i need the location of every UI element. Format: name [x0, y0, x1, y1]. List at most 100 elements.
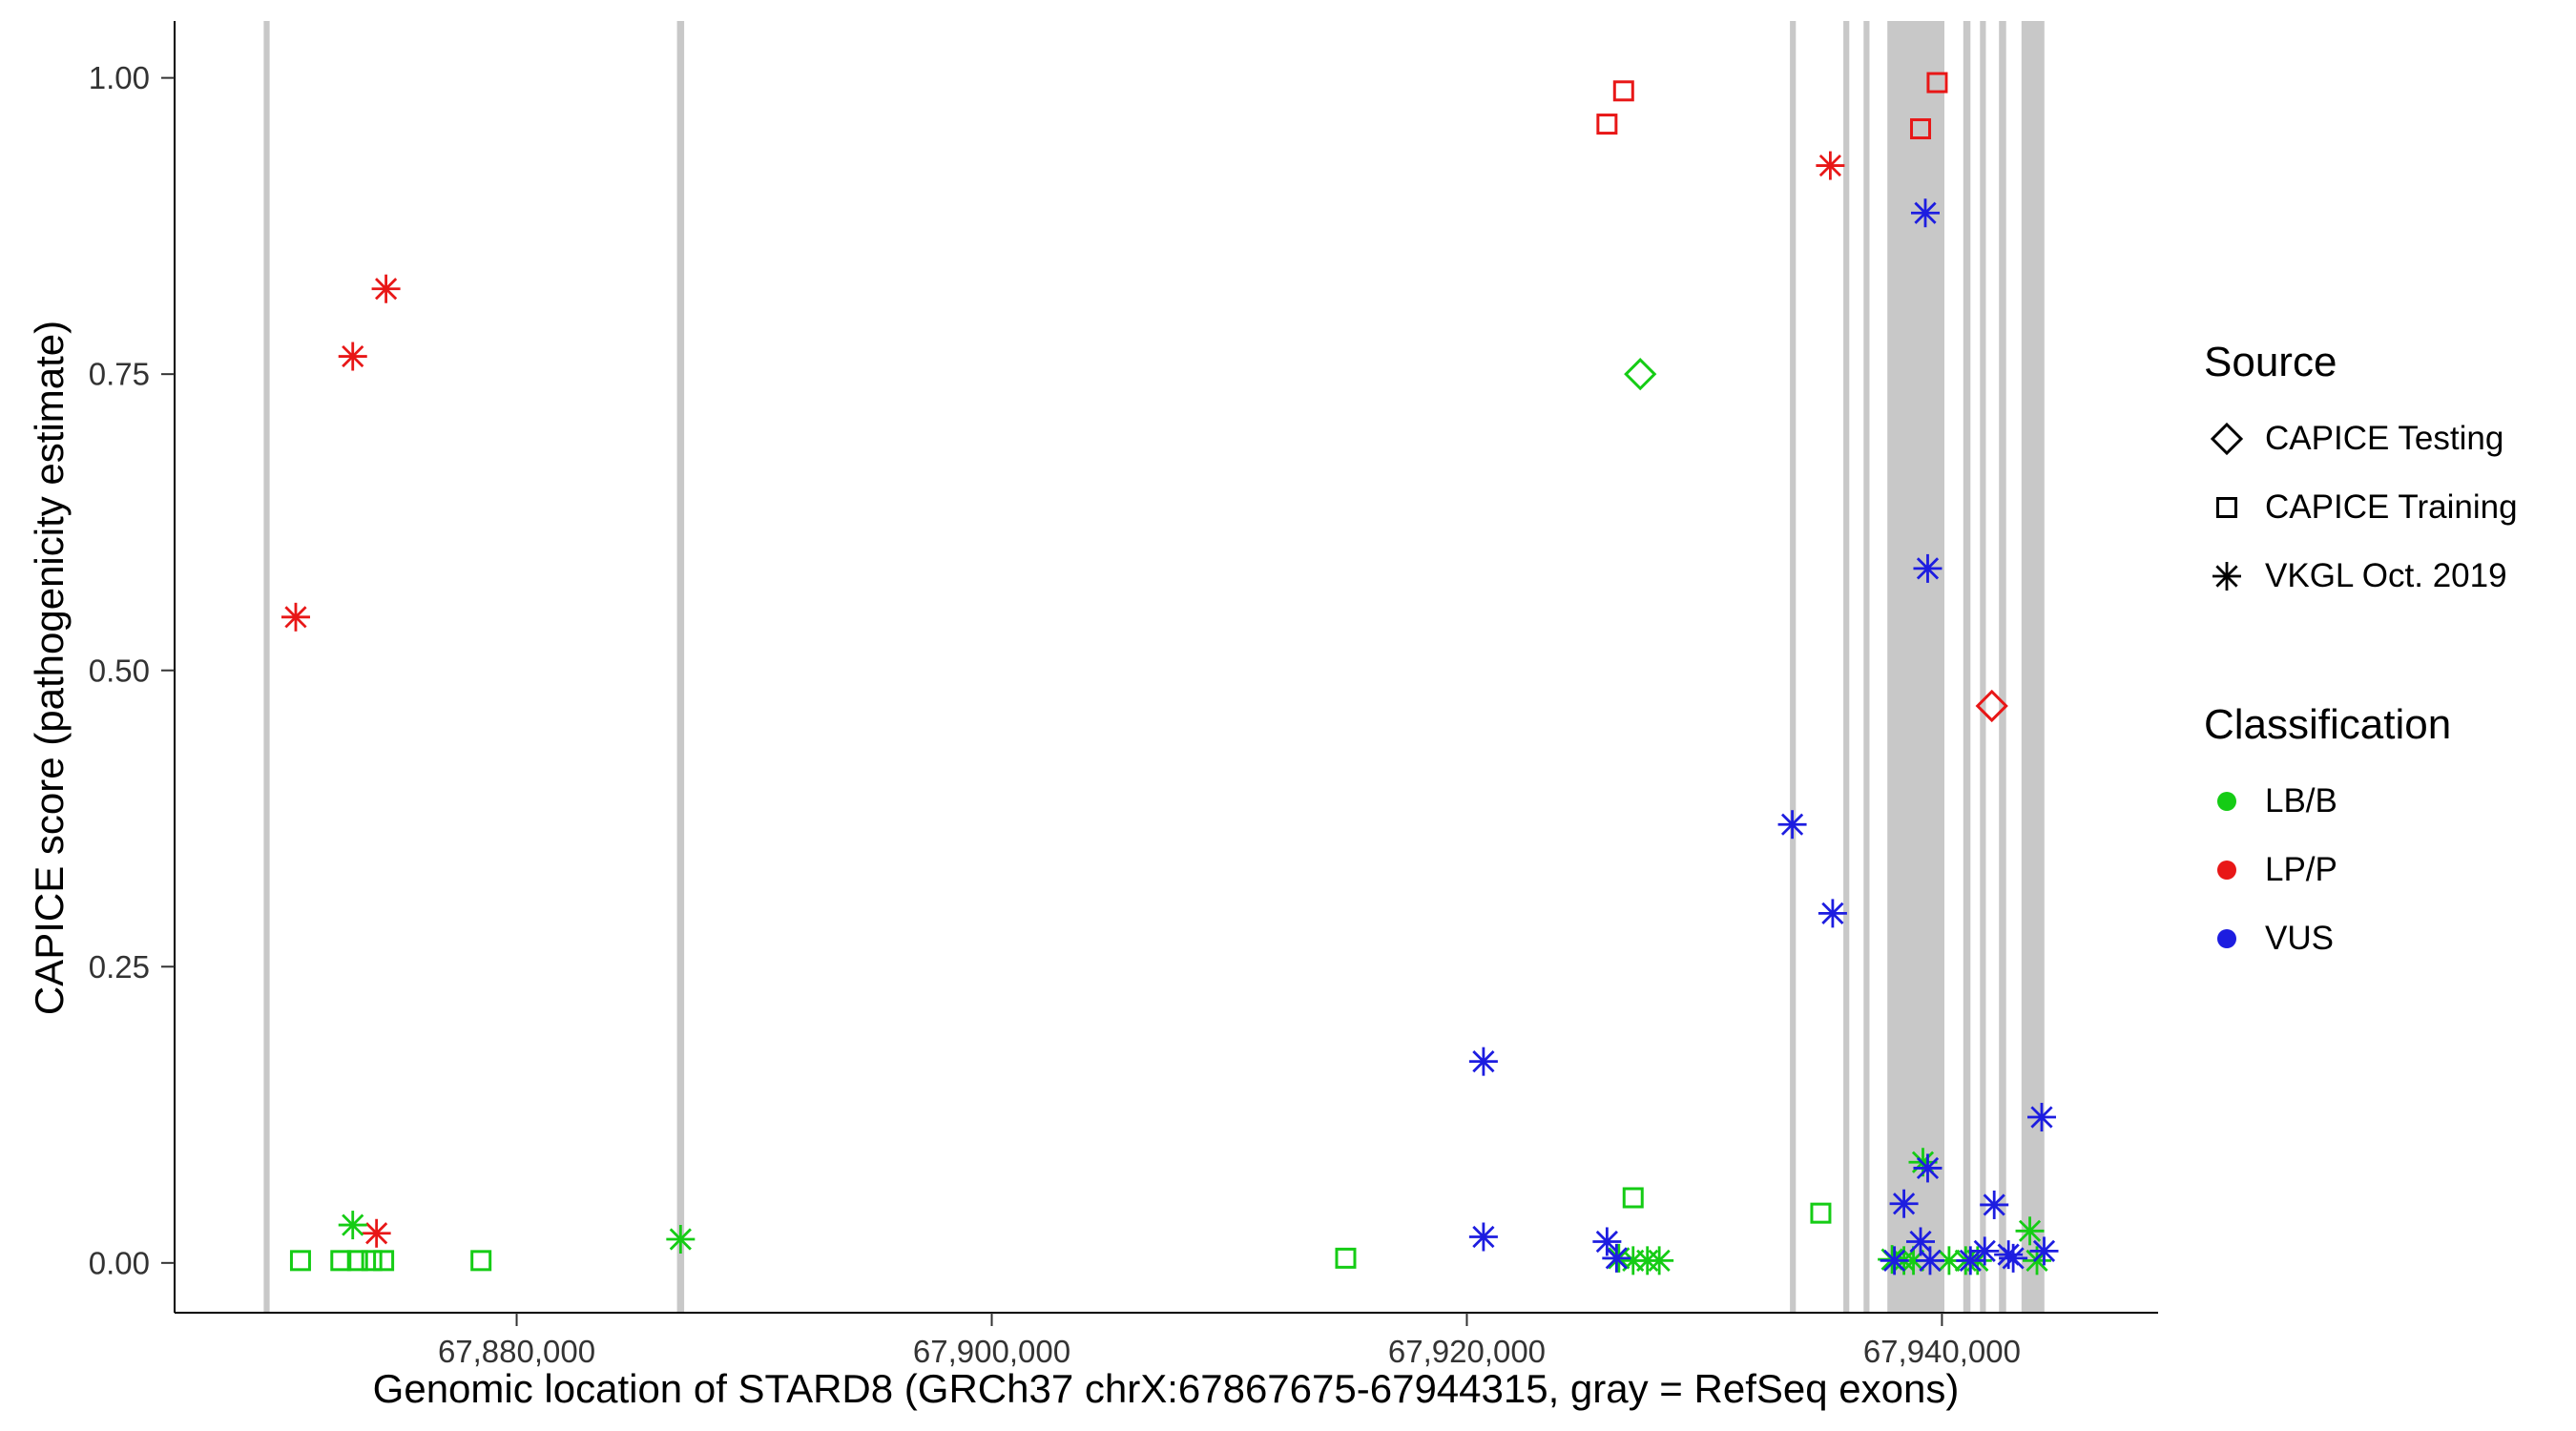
data-point-asterisk: [1468, 1222, 1498, 1252]
data-point-asterisk: [338, 342, 367, 371]
legend-section-gap: [2204, 611, 2518, 698]
data-point-asterisk: [2029, 1236, 2059, 1266]
data-point-asterisk: [2212, 562, 2241, 591]
legend-item-lbb: LB/B: [2204, 767, 2518, 836]
x-axis-ticks: 67,880,000 67,900,000 67,920,000 67,940,000: [438, 1313, 2021, 1369]
legend-item-vkgl: VKGL Oct. 2019: [2204, 542, 2518, 611]
data-point-asterisk: [338, 1211, 367, 1240]
data-point-square: [361, 1250, 383, 1272]
data-point-asterisk: [1592, 1227, 1622, 1256]
data-point-square: [346, 1250, 368, 1272]
data-point-asterisk: [1913, 553, 1942, 583]
data-point-asterisk: [1910, 198, 1940, 228]
x-axis-title: Genomic location of STARD8 (GRCh37 chrX:…: [372, 1366, 1960, 1411]
data-point-diamond: [1975, 689, 2008, 723]
data-point-asterisk: [362, 1218, 391, 1248]
refseq-exon: [1980, 21, 1986, 1313]
data-point-diamond: [2210, 422, 2244, 456]
data-point-square: [1596, 114, 1618, 135]
legend-source-title: Source: [2204, 339, 2337, 385]
data-point-square: [1810, 1202, 1832, 1224]
vus-dot-icon: [2217, 929, 2236, 948]
series-capice-training-lp-p: [1596, 72, 1948, 140]
data-point-asterisk: [666, 1224, 696, 1254]
series-capice-testing-lb-b: [1624, 358, 1657, 391]
data-point-asterisk: [1880, 1246, 1909, 1275]
data-point-square: [2216, 497, 2237, 518]
data-point-asterisk: [2026, 1103, 2056, 1132]
x-tick-label: 67,940,000: [1863, 1334, 2021, 1369]
legend-item-lpp: LP/P: [2204, 836, 2518, 904]
refseq-exon: [2021, 21, 2045, 1313]
data-point-asterisk: [1777, 810, 1807, 840]
data-point-asterisk: [1602, 1243, 1631, 1273]
legend-label-capice-testing: CAPICE Testing: [2265, 420, 2504, 457]
data-point-square: [1335, 1247, 1357, 1269]
data-point-square: [373, 1250, 395, 1272]
data-point-asterisk: [1468, 1047, 1498, 1076]
refseq-exon: [1963, 21, 1971, 1313]
refseq-exon: [1887, 21, 1944, 1313]
data-point-square: [330, 1250, 352, 1272]
x-tick-label: 67,920,000: [1388, 1334, 1546, 1369]
series-capice-training-lb-b: [289, 1187, 1832, 1272]
data-point-asterisk: [1980, 1190, 2009, 1219]
data-point-asterisk: [280, 602, 310, 632]
data-point-asterisk: [1913, 1153, 1942, 1183]
diamond-icon: [2210, 422, 2244, 456]
data-point-square: [1612, 80, 1634, 102]
legend-item-vus: VUS: [2204, 904, 2518, 973]
data-point-asterisk: [1970, 1236, 2000, 1266]
data-point-asterisk: [2015, 1216, 2045, 1246]
refseq-exon: [263, 21, 270, 1313]
x-tick-label: 67,900,000: [913, 1334, 1070, 1369]
lbb-dot-icon: [2217, 792, 2236, 811]
data-point-square: [470, 1250, 492, 1272]
y-tick-label: 1.00: [89, 60, 150, 95]
refseq-exon: [1843, 21, 1850, 1313]
legend-label-capice-training: CAPICE Training: [2265, 488, 2518, 526]
data-point-asterisk: [1816, 151, 1845, 180]
y-tick-label: 0.50: [89, 653, 150, 688]
data-point-diamond: [1624, 358, 1657, 391]
data-point-asterisk: [1818, 899, 1847, 928]
data-point-square: [1910, 118, 1932, 140]
lpp-dot-icon: [2217, 861, 2236, 880]
legend-item-capice-training: CAPICE Training: [2204, 473, 2518, 542]
legend-item-capice-testing: CAPICE Testing: [2204, 404, 2518, 473]
data-point-asterisk: [371, 274, 401, 303]
refseq-exon: [1790, 21, 1797, 1313]
data-point-circle: [2217, 861, 2236, 880]
data-point-asterisk: [1645, 1246, 1674, 1275]
legend-label-vkgl: VKGL Oct. 2019: [2265, 557, 2507, 594]
y-tick-label: 0.75: [89, 357, 150, 392]
legend: Source CAPICE Testing CAPICE Training VK…: [2204, 336, 2518, 973]
legend-label-vus: VUS: [2265, 920, 2334, 957]
series-vkgl-oct-2019-vus: [1468, 198, 2059, 1275]
y-tick-label: 0.25: [89, 949, 150, 985]
legend-label-lbb: LB/B: [2265, 782, 2337, 819]
refseq-exon: [1999, 21, 2006, 1313]
exon-bars: [263, 21, 2045, 1313]
data-point-asterisk: [1889, 1189, 1919, 1218]
x-tick-label: 67,880,000: [438, 1334, 595, 1369]
y-axis-title: CAPICE score (pathogenicity estimate): [27, 320, 72, 1016]
asterisk-icon: [2212, 562, 2241, 591]
data-point-circle: [2217, 929, 2236, 948]
axes: [174, 21, 2158, 1314]
data-point-square: [1926, 72, 1948, 93]
data-point-circle: [2217, 792, 2236, 811]
y-tick-label: 0.00: [89, 1245, 150, 1280]
square-icon: [2216, 497, 2237, 518]
data-point-asterisk: [1915, 1246, 1944, 1275]
legend-classification-title: Classification: [2204, 701, 2452, 748]
data-point-square: [289, 1250, 311, 1272]
data-point-asterisk: [1999, 1243, 2028, 1273]
refseq-exon: [1863, 21, 1870, 1313]
y-axis-ticks: 0.00 0.25 0.50 0.75 1.00: [89, 60, 175, 1280]
refseq-exon: [676, 21, 685, 1313]
data-point-square: [1622, 1187, 1644, 1209]
legend-label-lpp: LP/P: [2265, 851, 2337, 888]
